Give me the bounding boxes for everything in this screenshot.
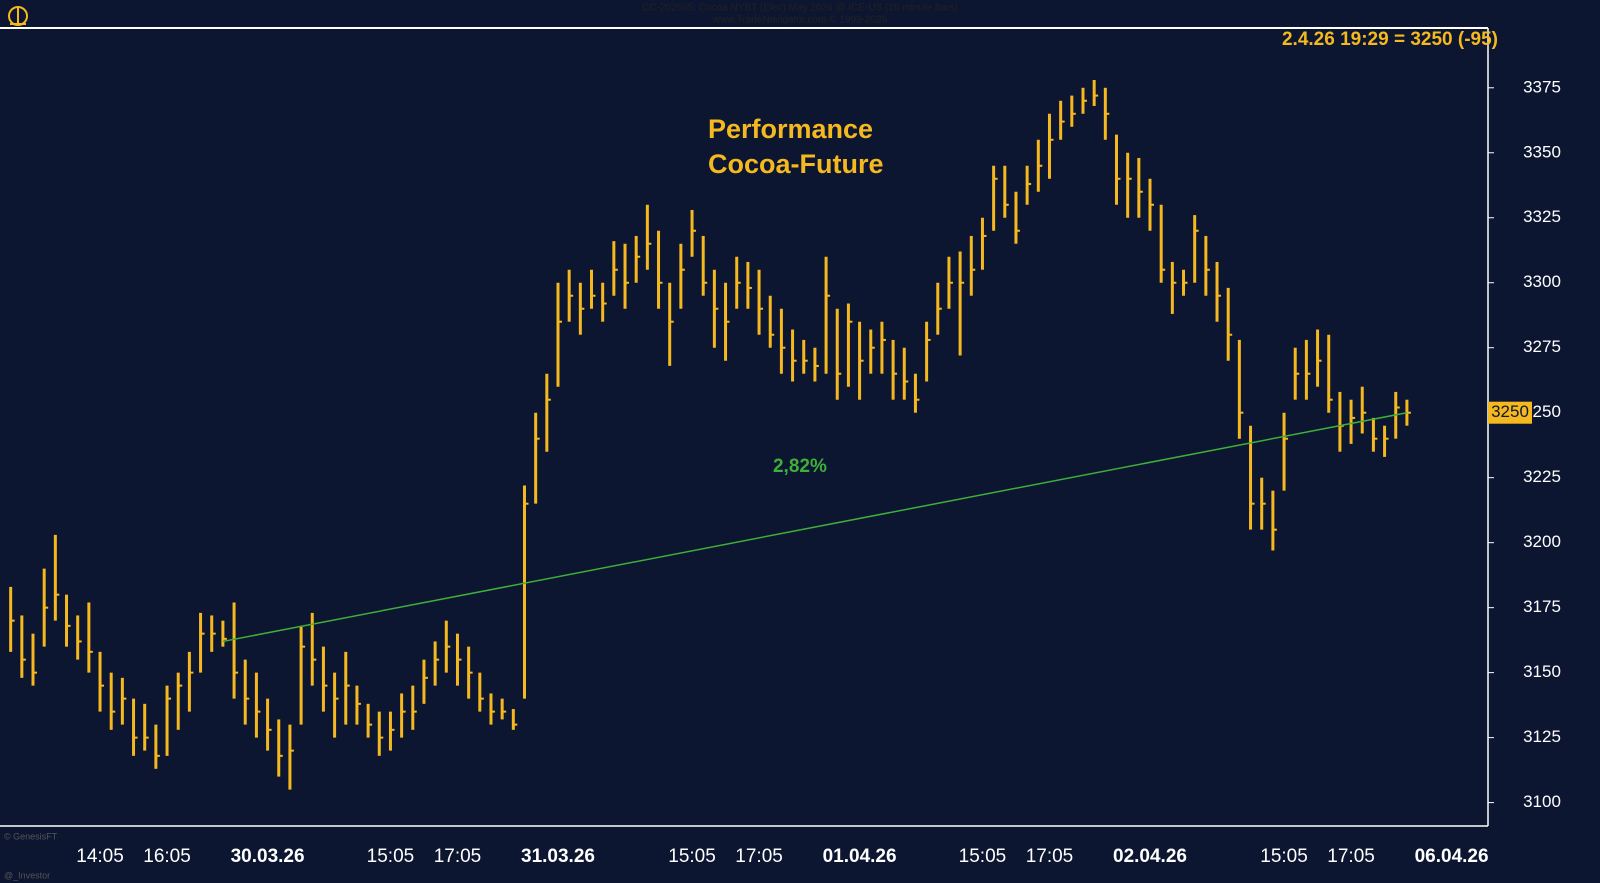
x-tick-label: 31.03.26 xyxy=(521,846,595,867)
x-tick-label: 02.04.26 xyxy=(1113,846,1187,867)
x-tick-label: 15:05 xyxy=(1260,846,1308,867)
chart-title: Performance xyxy=(708,114,873,144)
y-tick-label: 3200 xyxy=(1523,532,1561,551)
y-tick-label: 3325 xyxy=(1523,207,1561,226)
header-line: CC-202605: Cocoa NYBT (Elec) May 2026 @ … xyxy=(642,3,958,14)
y-tick-label: 3100 xyxy=(1523,792,1561,811)
x-tick-label: 01.04.26 xyxy=(823,846,897,867)
y-tick-label: 3175 xyxy=(1523,597,1561,616)
x-tick-label: 17:05 xyxy=(434,846,482,867)
x-tick-label: 17:05 xyxy=(1026,846,1074,867)
x-tick-label: 16:05 xyxy=(143,846,191,867)
y-tick-label: 3300 xyxy=(1523,272,1561,291)
x-tick-label: 15:05 xyxy=(959,846,1007,867)
overlay: 2,82% 3250 xyxy=(222,401,1532,643)
ticks: 3100 3125 3150 3175 3200 3225 3250 3275 3300 3325… xyxy=(76,77,1561,867)
y-tick-label: 3225 xyxy=(1523,467,1561,486)
logo xyxy=(8,6,28,26)
trend-line xyxy=(222,411,1408,643)
chart-subtitle: Cocoa-Future xyxy=(708,149,884,179)
x-tick-label: 15:05 xyxy=(668,846,716,867)
trend-label: 2,82% xyxy=(773,456,827,477)
info-label: 2.4.26 19:29 = 3250 (-95) xyxy=(1282,29,1498,50)
x-tick-label: 30.03.26 xyxy=(231,846,305,867)
last-price-label: 3250 xyxy=(1491,402,1529,421)
x-tick-label: 06.04.26 xyxy=(1415,846,1489,867)
y-tick-label: 3250 xyxy=(1523,402,1561,421)
footer-note: © GenesisFT xyxy=(4,831,58,841)
y-tick-label: 3275 xyxy=(1523,337,1561,356)
y-tick-label: 3350 xyxy=(1523,142,1561,161)
x-tick-label: 14:05 xyxy=(76,846,124,867)
x-tick-label: 17:05 xyxy=(1327,846,1375,867)
x-tick-label: 15:05 xyxy=(367,846,415,867)
footer-note: @_Investor xyxy=(4,870,50,880)
header-line: www.TradeNavigator.com © 1999-2026 xyxy=(712,15,888,26)
x-tick-label: 17:05 xyxy=(735,846,783,867)
y-tick-label: 3375 xyxy=(1523,77,1561,96)
last-price-box xyxy=(1488,401,1532,424)
bars xyxy=(9,79,1411,790)
y-tick-label: 3150 xyxy=(1523,662,1561,681)
y-tick-label: 3125 xyxy=(1523,727,1561,746)
